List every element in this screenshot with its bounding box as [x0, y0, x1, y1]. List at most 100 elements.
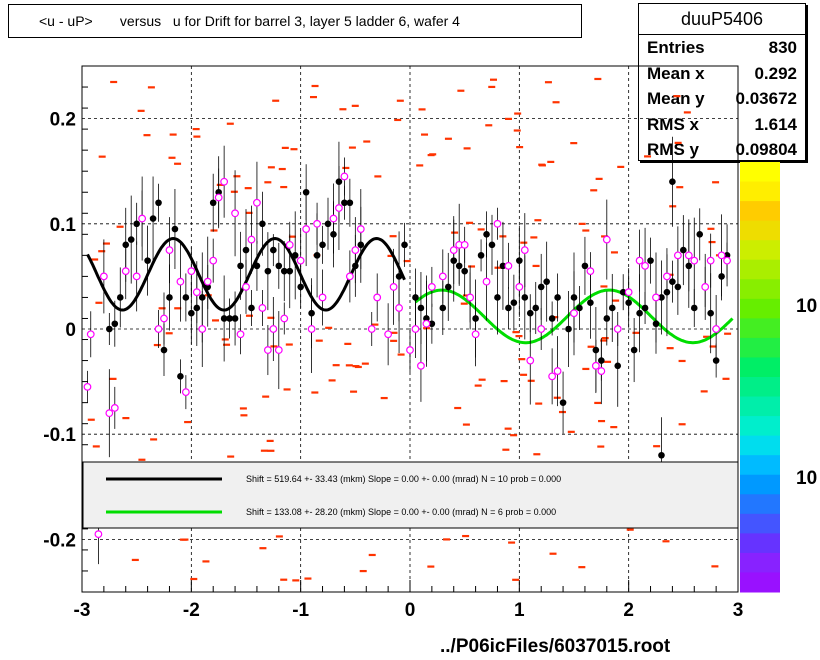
hist-cell	[174, 162, 182, 165]
hist-cell	[518, 358, 526, 361]
hist-cell	[724, 332, 732, 335]
data-point	[548, 372, 557, 381]
hist-cell	[260, 449, 268, 452]
hist-cell	[632, 331, 640, 334]
hist-cell	[158, 307, 166, 310]
hist-cell	[600, 339, 608, 342]
hist-cell	[532, 264, 540, 268]
hist-cell	[513, 129, 521, 132]
palette-swatch	[740, 201, 780, 222]
data-point	[231, 315, 239, 322]
hist-cell	[95, 301, 103, 304]
hist-cell	[533, 453, 541, 456]
hist-cell	[463, 147, 471, 150]
data-point	[680, 246, 687, 254]
data-point	[110, 404, 119, 412]
data-point	[177, 373, 184, 380]
hist-cell	[230, 190, 238, 193]
hist-cell	[489, 78, 497, 81]
hist-cell	[707, 227, 715, 230]
data-point	[460, 240, 469, 249]
hist-cell	[520, 241, 528, 244]
data-point	[160, 346, 168, 354]
data-point	[324, 220, 332, 228]
data-point	[537, 283, 545, 291]
data-point	[471, 330, 480, 339]
hist-cell	[169, 133, 177, 136]
hist-cell	[600, 285, 608, 288]
hist-cell	[281, 146, 289, 149]
data-point	[94, 530, 103, 539]
hist-cell	[594, 401, 602, 405]
data-point	[597, 367, 606, 375]
legend-text: Shift = 519.64 +- 33.43 (mkm) Slope = 0.…	[246, 474, 561, 484]
stats-value: 0.292	[754, 63, 797, 83]
hist-cell	[280, 578, 288, 581]
data-point	[132, 272, 141, 281]
data-point	[313, 219, 321, 228]
hist-cell	[443, 538, 451, 541]
data-point	[663, 272, 671, 281]
data-point	[723, 256, 731, 265]
hist-cell	[418, 108, 426, 111]
stats-label: RMS x	[647, 114, 699, 134]
hist-cell	[711, 565, 719, 568]
hist-cell	[226, 122, 234, 125]
data-point	[482, 277, 491, 286]
data-point	[608, 304, 616, 312]
data-point	[520, 246, 529, 255]
y-tick-label: 0	[65, 320, 76, 341]
data-point	[526, 356, 535, 365]
data-point	[395, 304, 403, 312]
hist-cell	[193, 135, 201, 138]
hist-cell	[544, 81, 552, 84]
hist-cell	[610, 426, 618, 429]
hist-cell	[138, 458, 146, 461]
hist-cell	[567, 430, 575, 433]
data-point	[586, 267, 595, 276]
hist-cell	[147, 86, 155, 89]
hist-cell	[116, 225, 124, 228]
data-point	[192, 288, 201, 297]
hist-cell	[368, 553, 376, 557]
data-point	[504, 261, 513, 270]
data-point	[543, 278, 550, 285]
hist-cell	[267, 449, 275, 452]
hist-cell	[644, 155, 652, 158]
palette-swatch	[740, 494, 780, 515]
hist-cell	[332, 364, 340, 367]
data-point	[461, 267, 468, 275]
data-point	[329, 214, 338, 223]
palette-swatch	[740, 435, 780, 456]
data-point	[144, 257, 151, 264]
data-point	[635, 256, 644, 265]
hist-cell	[363, 140, 371, 143]
data-point	[658, 294, 665, 301]
legend-text: Shift = 133.08 +- 28.20 (mkm) Slope = 0.…	[246, 507, 556, 517]
hist-cell	[674, 141, 682, 144]
data-point	[165, 246, 174, 255]
palette-swatch	[740, 533, 780, 554]
data-point	[280, 267, 288, 275]
x-tick-label: 1	[514, 600, 525, 621]
data-point	[187, 267, 196, 276]
data-point	[127, 236, 135, 243]
palette-swatch	[740, 474, 780, 495]
data-point	[515, 283, 524, 291]
hist-cell	[590, 189, 598, 192]
data-point	[701, 283, 710, 291]
data-point	[673, 251, 682, 260]
data-point	[603, 315, 611, 322]
data-point	[493, 219, 502, 228]
hist-cell	[666, 347, 674, 350]
hist-cell	[494, 266, 502, 269]
hist-cell	[98, 155, 106, 158]
hist-cell	[601, 336, 609, 340]
hist-cell	[266, 439, 274, 443]
hist-cell	[703, 335, 711, 338]
hist-cell	[342, 166, 350, 170]
hist-cell	[283, 388, 291, 391]
data-point	[669, 278, 676, 285]
data-point	[532, 304, 540, 312]
